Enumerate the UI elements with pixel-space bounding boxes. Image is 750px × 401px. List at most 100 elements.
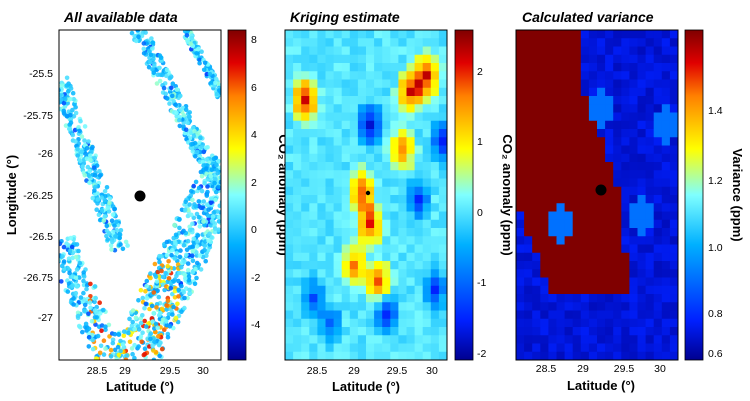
observation-point [77,128,82,134]
kriging-cell [293,261,302,270]
observation-point [87,168,92,174]
variance-cell [516,153,525,163]
kriging-cell [357,244,367,254]
observation-point [117,235,122,241]
variance-cell [572,104,582,113]
kriging-cell [382,46,391,56]
kriging-cell [414,87,424,97]
observation-point [185,120,190,125]
variance-cell [532,145,541,155]
kriging-cell [285,71,294,80]
observation-point [126,330,131,336]
variance-cell [661,186,671,196]
kriging-cell [438,153,447,163]
observation-point [148,331,154,336]
variance-cell [540,261,549,270]
variance-cell [548,195,557,204]
kriging-cell [398,318,407,328]
variance-cell [524,38,533,47]
variance-cell [669,335,678,344]
kriging-cell [430,294,440,303]
variance-cell [588,170,598,179]
kriging-cell [390,38,399,47]
kriging-cell [349,30,359,39]
kriging-cell [301,30,310,39]
variance-cell [588,327,598,336]
variance-cell [645,261,655,270]
observation-point [207,71,213,77]
kriging-cell [309,153,318,163]
variance-cell [629,38,638,47]
observation-point [101,218,107,223]
kriging-cell [430,38,440,47]
variance-cell [669,38,678,47]
variance-cell [653,38,663,47]
variance-cell [653,318,663,328]
observation-point [144,278,150,284]
observation-point [147,306,152,312]
variance-cell [645,318,655,328]
variance-cell [572,178,582,188]
kriging-cell [341,244,351,254]
observation-point [196,199,202,204]
observation-point [74,267,80,272]
observation-point [138,287,144,293]
kriging-cell [309,162,318,171]
observation-point [68,86,74,91]
kriging-cell [382,38,391,47]
kriging-cell [309,269,318,278]
x-tick: 30 [197,365,209,377]
kriging-cell [301,327,310,336]
variance-cell [572,153,582,163]
kriging-cell [333,285,343,295]
kriging-cell [341,343,351,353]
variance-cell [653,277,663,287]
variance-cell [605,285,614,295]
observation-point [150,40,156,45]
variance-cell [588,294,598,303]
variance-cell [556,178,565,188]
kriging-cell [374,153,383,163]
variance-cell [556,310,565,320]
panel-variance: Calculated variance 28.5 29 29.5 30 Lati… [515,9,745,393]
kriging-cell [285,203,294,212]
variance-cell [564,112,574,122]
observation-point [177,254,183,260]
variance-cell [629,236,638,245]
observation-point [107,196,113,201]
kriging-cell [301,252,310,262]
variance-cell [588,343,598,353]
kriging-cell [357,170,367,179]
observation-point [75,146,80,152]
kriging-cell [366,335,375,344]
variance-cell [556,79,565,89]
kriging-cell [317,96,326,105]
variance-cell [588,162,598,171]
variance-cell [580,335,590,344]
variance-cell [580,244,590,254]
variance-cell [588,236,598,245]
kriging-cell [349,153,359,163]
variance-cell [621,211,630,221]
kriging-cell [325,327,334,336]
observation-point [163,319,169,324]
variance-cell [556,219,565,229]
observation-point [66,256,72,262]
observation-point [199,188,205,194]
kriging-cell [285,178,294,188]
kriging-cell [390,79,399,89]
variance-cell [637,79,646,89]
kriging-cell [317,285,326,295]
kriging-cell [422,46,432,56]
variance-cell [637,335,646,344]
y-axis-label: Longitude (°) [4,155,19,235]
kriging-cell [349,203,359,212]
colorbar: 1.4 1.2 1.0 0.8 0.6 Variance (ppm) [684,29,745,361]
variance-cell [548,71,557,80]
variance-cell [605,104,614,113]
observation-point [182,305,187,311]
observation-point [53,87,58,92]
variance-cell [669,46,678,56]
kriging-cell [430,228,440,237]
observation-point [103,324,108,330]
